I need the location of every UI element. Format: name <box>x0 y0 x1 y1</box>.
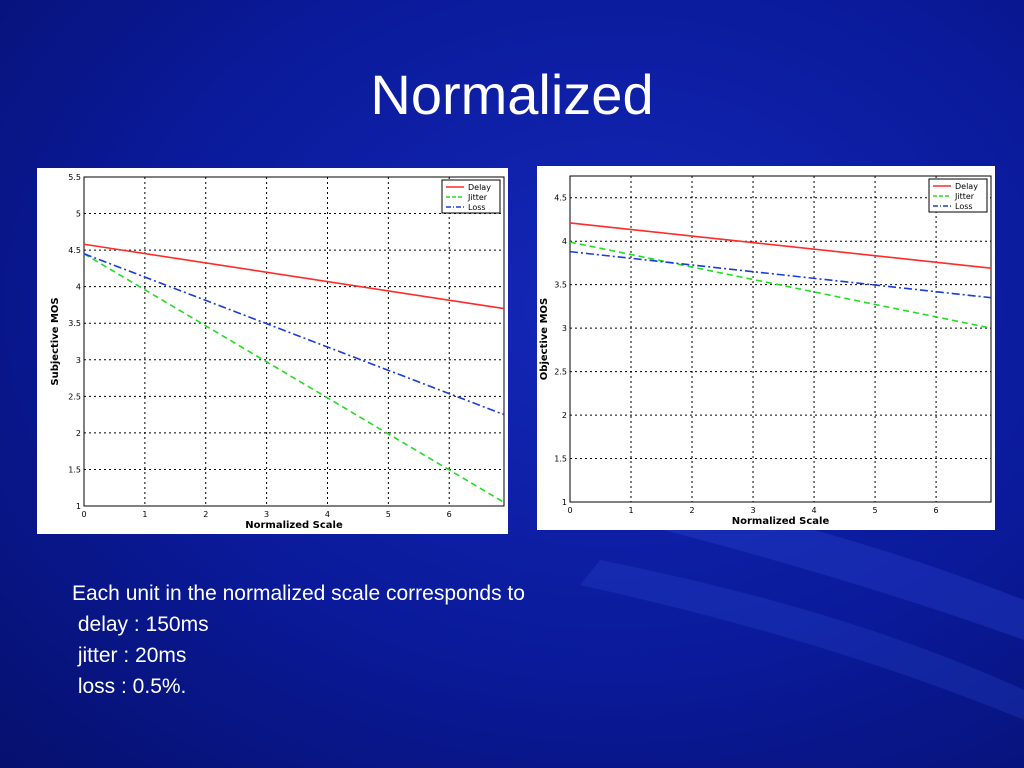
x-tick-label: 0 <box>567 506 572 515</box>
y-tick-label: 2.5 <box>554 368 567 377</box>
x-tick-label: 6 <box>447 510 452 519</box>
series-line-delay <box>83 243 505 310</box>
x-axis-label: Normalized Scale <box>245 520 343 531</box>
y-tick-label: 4 <box>76 283 81 292</box>
y-tick-label: 5 <box>76 210 81 219</box>
series-line-jitter <box>569 241 992 329</box>
legend-box <box>441 179 501 214</box>
slide-title: Normalized <box>370 63 654 126</box>
y-tick-label: 2 <box>76 429 81 438</box>
caption-line-jitter: jitter : 20ms <box>72 644 187 667</box>
legend-label-delay: Delay <box>468 183 491 192</box>
y-tick-label: 3 <box>76 356 81 365</box>
plot-area <box>569 175 992 503</box>
y-tick-label: 4.5 <box>68 246 81 255</box>
caption-line-loss: loss : 0.5%. <box>72 675 187 698</box>
plot-area <box>83 176 505 507</box>
y-tick-label: 1.5 <box>554 455 567 464</box>
legend-label-loss: Loss <box>468 203 486 212</box>
x-tick-label: 3 <box>750 506 755 515</box>
legend-label-delay: Delay <box>955 182 978 191</box>
x-tick-label: 2 <box>689 506 694 515</box>
y-tick-label: 2 <box>562 411 567 420</box>
x-tick-label: 3 <box>264 510 269 519</box>
x-tick-label: 4 <box>812 506 817 515</box>
y-tick-label: 4.5 <box>554 194 567 203</box>
x-tick-label: 4 <box>325 510 330 519</box>
y-tick-label: 1 <box>562 498 567 507</box>
x-tick-label: 0 <box>81 510 86 519</box>
legend-label-jitter: Jitter <box>467 193 488 202</box>
x-tick-label: 1 <box>628 506 633 515</box>
y-axis-label: Objective MOS <box>539 298 550 380</box>
subjective-mos-chart: 0 1 2 3 4 5 6 1 1.5 2 2.5 3 3.5 4 4.5 5 5.5 Normalized Sc… <box>37 168 508 534</box>
y-tick-label: 1.5 <box>68 465 81 474</box>
x-axis-label: Normalized Scale <box>732 516 830 527</box>
y-tick-label: 5.5 <box>68 173 81 182</box>
series-line-jitter <box>83 253 505 504</box>
caption-line-delay: delay : 150ms <box>72 613 209 636</box>
objective-mos-chart: 0 1 2 3 4 5 6 1 1.5 2 2.5 3 3.5 4 4.5 Normalized Scale O… <box>537 166 995 530</box>
y-tick-label: 3 <box>562 324 567 333</box>
caption: Each unit in the normalized scale corres… <box>72 578 525 702</box>
x-tick-label: 2 <box>203 510 208 519</box>
series-line-loss <box>569 250 992 299</box>
y-tick-label: 4 <box>562 237 567 246</box>
y-tick-label: 3.5 <box>68 319 81 328</box>
y-axis-label: Subjective MOS <box>50 297 61 385</box>
series-line-delay <box>569 222 992 269</box>
y-tick-label: 1 <box>76 502 81 511</box>
y-tick-label: 2.5 <box>68 392 81 401</box>
x-tick-label: 5 <box>386 510 391 519</box>
series-line-loss <box>83 253 505 416</box>
legend-label-loss: Loss <box>955 202 973 211</box>
x-tick-label: 6 <box>934 506 939 515</box>
x-tick-label: 5 <box>873 506 878 515</box>
legend-box <box>928 178 988 213</box>
x-tick-label: 1 <box>142 510 147 519</box>
legend-label-jitter: Jitter <box>954 192 975 201</box>
caption-intro: Each unit in the normalized scale corres… <box>72 582 525 605</box>
y-tick-label: 3.5 <box>554 281 567 290</box>
